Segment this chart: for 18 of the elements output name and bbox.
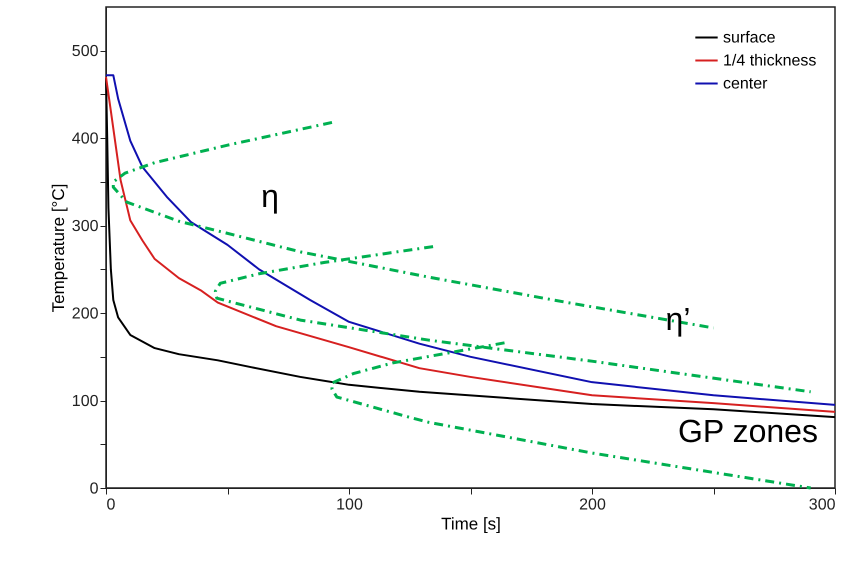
y-tick-label: 200 — [72, 306, 99, 323]
y-tick-label: 400 — [72, 130, 99, 148]
annotation: η’ — [666, 301, 690, 337]
x-tick-label: 300 — [808, 496, 836, 514]
y-tick-label: 100 — [72, 393, 99, 410]
annotation: GP zones — [678, 413, 818, 449]
legend-label: 1/4 thickness — [723, 52, 816, 70]
legend-label: center — [723, 76, 768, 92]
y-axis-title: Temperature [°C] — [48, 184, 68, 312]
x-axis-title: Time [s] — [441, 514, 501, 534]
x-tick-label: 100 — [336, 496, 363, 514]
x-tick-label: 0 — [106, 496, 116, 514]
legend-label: surface — [723, 30, 776, 46]
annotation: η — [261, 178, 279, 214]
x-tick-label: 200 — [579, 496, 606, 514]
y-tick-label: 300 — [72, 218, 99, 236]
y-tick-label: 500 — [72, 43, 99, 60]
y-tick-label: 0 — [90, 480, 99, 498]
